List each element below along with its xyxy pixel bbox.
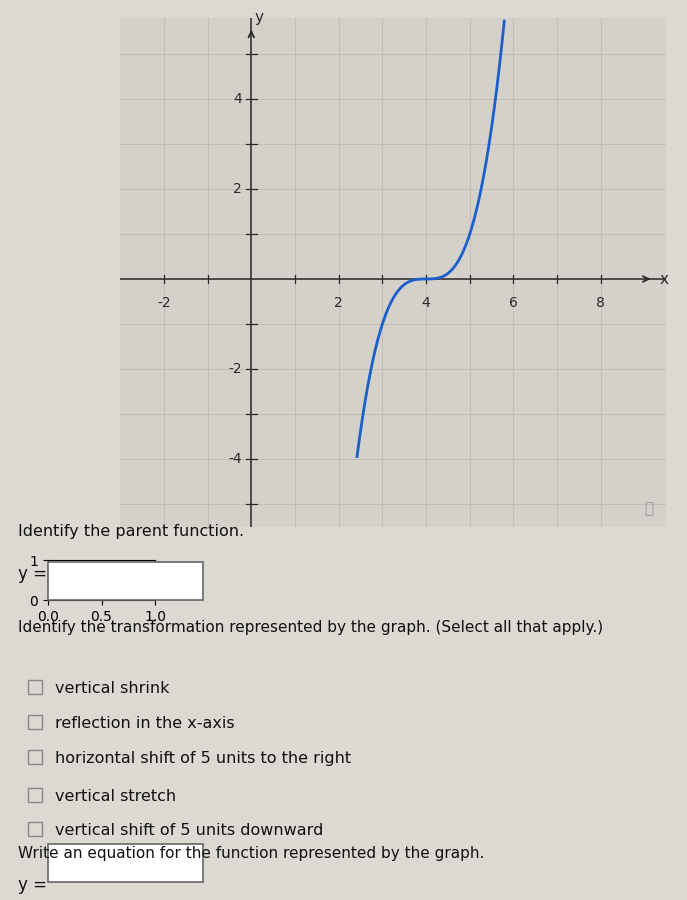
Text: Identify the transformation represented by the graph. (Select all that apply.): Identify the transformation represented … (18, 620, 603, 635)
Text: 2: 2 (335, 296, 343, 310)
Text: y: y (255, 10, 264, 24)
FancyBboxPatch shape (28, 750, 42, 764)
Text: 8: 8 (596, 296, 605, 310)
Text: reflection in the x-axis: reflection in the x-axis (55, 716, 235, 731)
Text: x: x (660, 272, 669, 286)
FancyBboxPatch shape (28, 680, 42, 694)
Text: Write an equation for the function represented by the graph.: Write an equation for the function repre… (18, 846, 484, 861)
Text: Identify the parent function.: Identify the parent function. (18, 524, 244, 539)
Text: -4: -4 (228, 452, 242, 466)
Text: horizontal shift of 5 units to the right: horizontal shift of 5 units to the right (55, 751, 351, 766)
FancyBboxPatch shape (48, 844, 203, 882)
FancyBboxPatch shape (28, 788, 42, 802)
Text: 4: 4 (422, 296, 431, 310)
Text: y =: y = (18, 876, 47, 894)
Text: vertical shrink: vertical shrink (55, 681, 170, 696)
Text: ⓘ: ⓘ (644, 501, 653, 516)
Text: 2: 2 (233, 182, 242, 196)
FancyBboxPatch shape (28, 822, 42, 836)
FancyBboxPatch shape (28, 715, 42, 729)
Text: 6: 6 (509, 296, 518, 310)
Text: -2: -2 (157, 296, 171, 310)
Text: vertical stretch: vertical stretch (55, 789, 176, 804)
Text: -2: -2 (228, 362, 242, 376)
Text: 4: 4 (233, 92, 242, 106)
FancyBboxPatch shape (48, 562, 203, 600)
Text: y =: y = (18, 565, 47, 583)
Text: vertical shift of 5 units downward: vertical shift of 5 units downward (55, 823, 324, 838)
